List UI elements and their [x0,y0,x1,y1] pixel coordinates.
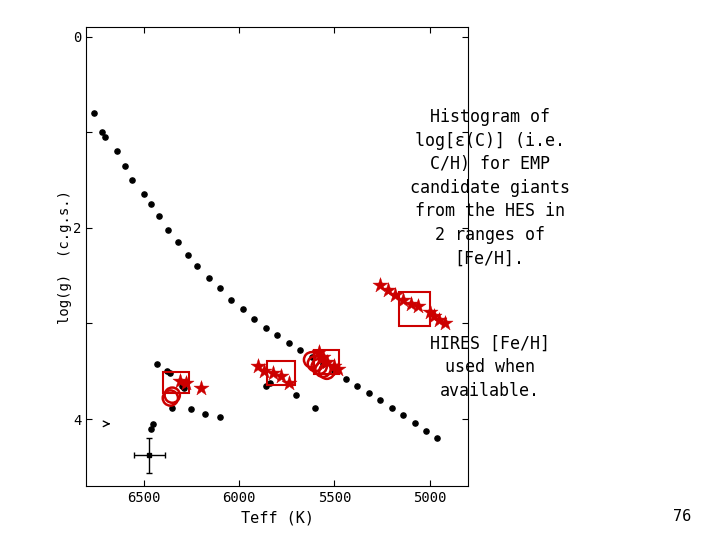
Point [178,384,189,393]
Point [237,305,248,313]
Point [127,176,138,184]
Point [260,324,271,333]
Point [432,434,444,442]
Point [252,362,264,371]
Point [313,348,325,356]
Text: 76: 76 [673,509,691,524]
Bar [163,372,189,393]
Bar [266,361,295,385]
Point [420,426,432,435]
Point [321,367,333,375]
Point [374,281,386,289]
Point [294,346,306,355]
Point [166,391,178,400]
Point [166,403,178,412]
Point [111,147,122,156]
Point [397,411,409,420]
Point [165,369,176,377]
Bar [315,350,339,374]
Point [433,315,445,324]
Point [96,128,107,137]
Point [151,359,163,368]
Point [89,109,100,117]
Point [321,357,333,366]
Point [264,379,275,387]
Point [283,379,294,387]
Point [390,291,401,299]
Point [181,250,193,259]
Point [290,391,302,400]
Point [397,295,409,304]
Point [192,262,203,271]
Y-axis label: log(g)  (c.g.s.): log(g) (c.g.s.) [58,190,72,323]
Point [153,212,165,221]
Point [215,284,226,292]
Point [363,389,374,397]
Point [409,418,420,427]
Point [318,359,329,368]
Point [333,365,344,374]
Point [172,238,184,246]
Point [163,225,174,234]
Point [199,410,210,418]
Point [424,308,436,316]
Point [119,161,130,170]
Point [275,372,287,380]
Point [258,367,269,375]
Point [248,314,260,323]
Text: Histogram of
log[ε(C)] (i.e.
C/H) for EMP
candidate giants
from the HES in
2 ran: Histogram of log[ε(C)] (i.e. C/H) for EM… [410,108,570,268]
Text: HIRES [Fe/H]
used when
available.: HIRES [Fe/H] used when available. [430,335,549,400]
Point [260,381,271,390]
Point [310,359,321,368]
Point [374,396,386,404]
Point [428,312,439,320]
Point [318,353,329,361]
Bar [400,292,430,326]
Point [165,394,176,402]
Point [439,319,451,328]
Point [225,295,237,304]
Point [318,365,329,374]
Point [271,330,283,339]
Point [306,355,318,364]
Point [283,338,294,347]
Point [313,362,325,371]
Point [310,403,321,412]
Point [174,376,186,385]
Point [351,381,363,390]
Point [340,375,351,383]
Point [329,362,341,371]
X-axis label: Teff (K): Teff (K) [240,510,314,525]
Point [176,381,187,390]
Point [145,200,157,208]
Point [306,353,318,361]
Point [99,133,112,141]
Point [382,286,394,294]
Point [329,367,341,375]
Point [195,384,207,393]
Point [405,300,416,309]
Point [161,367,172,375]
Point [215,413,226,421]
Point [148,420,159,428]
Point [186,405,197,414]
Point [203,273,215,282]
Point [180,379,192,387]
Point [145,424,157,433]
Point [413,302,424,310]
Point [138,190,149,199]
Point [386,403,397,412]
Point [268,369,279,377]
